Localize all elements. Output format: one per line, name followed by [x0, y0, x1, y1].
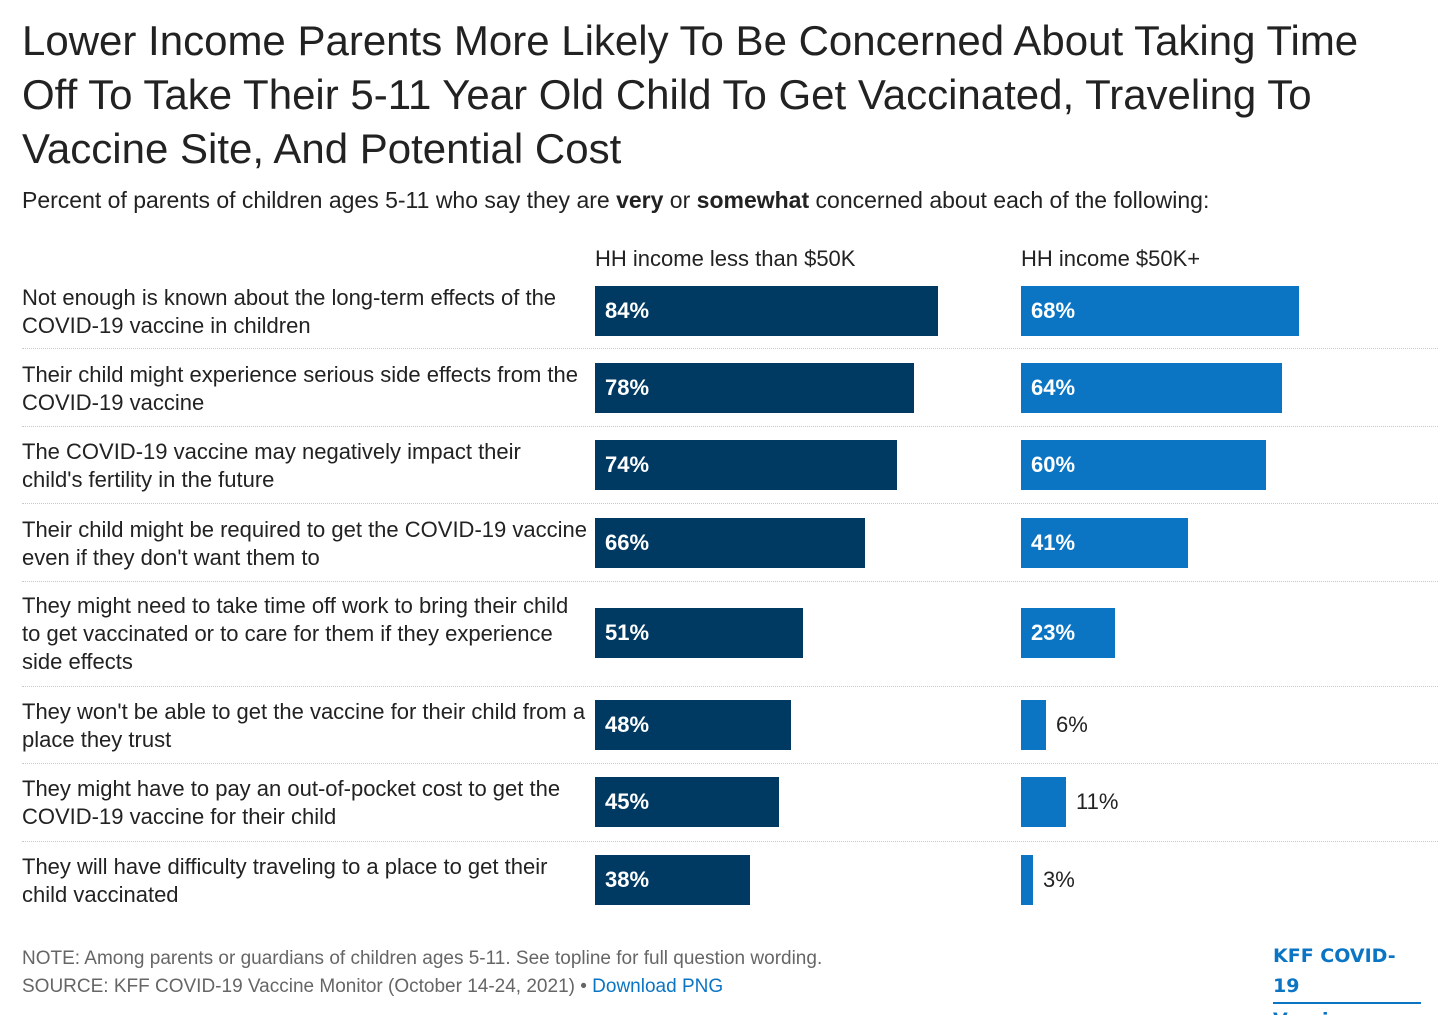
source-text: SOURCE: KFF COVID-19 Vaccine Monitor (Oc…	[22, 976, 593, 997]
row-divider	[22, 503, 1438, 504]
row-label: They will have difficulty traveling to a…	[22, 854, 548, 907]
bar-value-label: 68%	[1031, 298, 1076, 323]
bar-low-income	[595, 286, 938, 336]
bar-value-label: 6%	[1056, 712, 1088, 737]
subtitle-text-3: concerned about each of the following:	[809, 187, 1210, 213]
bar-value-label: 66%	[605, 530, 650, 555]
row-divider	[22, 426, 1438, 427]
bar-value-label: 38%	[605, 867, 650, 892]
subtitle-bold-very: very	[616, 187, 664, 213]
bar-value-label: 3%	[1043, 867, 1075, 892]
bar-value-label: 23%	[1031, 620, 1076, 645]
chart-note: NOTE: Among parents or guardians of chil…	[22, 948, 823, 969]
bar-high-income	[1021, 700, 1046, 750]
bar-value-label: 41%	[1031, 530, 1076, 555]
bar-high-income	[1021, 363, 1282, 413]
bar-low-income	[595, 700, 791, 750]
row-divider	[22, 686, 1438, 687]
row-divider	[22, 581, 1438, 582]
bar-high-income	[1021, 855, 1033, 905]
bar-low-income	[595, 855, 750, 905]
row-label: Their child might be required to get the…	[22, 517, 587, 570]
logo-line-2: Vaccine Monitor	[1273, 1004, 1443, 1015]
row-label: The COVID-19 vaccine may negatively impa…	[22, 439, 521, 492]
row-label: They might need to take time off work to…	[22, 593, 569, 674]
bar-low-income	[595, 518, 865, 568]
logo-line-1: KFF COVID-19	[1273, 941, 1421, 1004]
bar-high-income	[1021, 286, 1299, 336]
bar-value-label: 11%	[1076, 789, 1119, 814]
row-label: They might have to pay an out-of-pocket …	[22, 776, 561, 829]
chart-source: SOURCE: KFF COVID-19 Vaccine Monitor (Oc…	[22, 974, 723, 1000]
bar-high-income	[1021, 777, 1066, 827]
bar-low-income	[595, 777, 779, 827]
bar-value-label: 51%	[605, 620, 650, 645]
row-label: Their child might experience serious sid…	[22, 362, 578, 415]
chart-subtitle: Percent of parents of children ages 5-11…	[22, 185, 1442, 215]
bar-value-label: 60%	[1031, 452, 1076, 477]
bar-value-label: 74%	[605, 452, 650, 477]
row-label: They won't be able to get the vaccine fo…	[22, 699, 586, 752]
bar-high-income	[1021, 518, 1188, 568]
bar-low-income	[595, 440, 897, 490]
bar-low-income	[595, 608, 803, 658]
subtitle-bold-somewhat: somewhat	[696, 187, 810, 213]
row-label: Not enough is known about the long-term …	[22, 285, 557, 338]
row-divider	[22, 841, 1438, 842]
kff-logo[interactable]: KFF COVID-19 Vaccine Monitor	[1273, 941, 1443, 1015]
bar-value-label: 64%	[1031, 375, 1076, 400]
bar-value-label: 78%	[605, 375, 650, 400]
row-divider	[22, 763, 1438, 764]
row-divider	[22, 348, 1438, 349]
bar-value-label: 45%	[605, 789, 650, 814]
bar-value-label: 48%	[605, 712, 650, 737]
download-png-link[interactable]: Download PNG	[592, 976, 724, 997]
subtitle-text-2: or	[663, 187, 697, 213]
bar-high-income	[1021, 608, 1115, 658]
bar-high-income	[1021, 440, 1266, 490]
subtitle-text-1: Percent of parents of children ages 5-11…	[22, 187, 617, 213]
bar-value-label: 84%	[605, 298, 650, 323]
chart-title: Lower Income Parents More Likely To Be C…	[22, 17, 1359, 172]
column-header-low-income: HH income less than $50K	[595, 246, 856, 271]
bar-low-income	[595, 363, 914, 413]
column-header-high-income: HH income $50K+	[1021, 246, 1201, 271]
